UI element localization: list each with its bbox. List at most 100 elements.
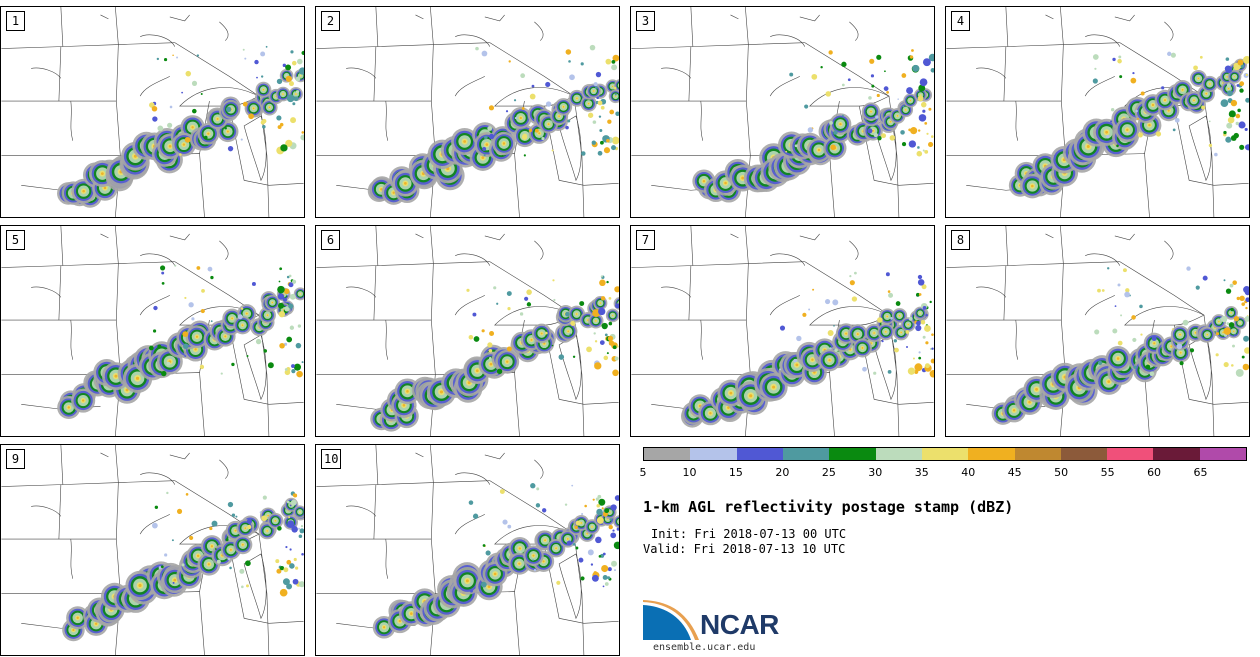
reflectivity-cell [532, 559, 534, 562]
reflectivity-cell [587, 319, 589, 321]
reflectivity-cell [869, 58, 875, 64]
boundary-line [316, 42, 490, 49]
reflectivity-cell [507, 524, 512, 529]
reflectivity-cell [824, 299, 831, 305]
reflectivity-cell [296, 370, 303, 378]
reflectivity-cell [241, 543, 244, 546]
reflectivity-cell [889, 135, 896, 141]
boundary-line [139, 295, 170, 316]
reflectivity-cell [241, 324, 244, 326]
map-7 [631, 226, 934, 436]
reflectivity-cell [833, 325, 835, 327]
reflectivity-cell [488, 357, 492, 360]
reflectivity-cell [404, 182, 407, 185]
reflectivity-cell [291, 364, 295, 368]
boundary-line [228, 324, 304, 405]
reflectivity-cell [829, 347, 832, 350]
reflectivity-cell [1117, 58, 1122, 64]
reflectivity-cell [280, 144, 288, 152]
colorbar [643, 447, 1247, 461]
reflectivity-cell [575, 313, 578, 315]
reflectivity-cell [607, 576, 611, 580]
boundary-line [543, 543, 619, 624]
reflectivity-cell [812, 288, 815, 291]
boundary-line [700, 101, 704, 141]
member-label-10: 10 [321, 449, 342, 469]
reflectivity-cell [235, 515, 238, 518]
reflectivity-cell [240, 138, 243, 141]
reflectivity-cell [276, 568, 282, 574]
boundary-line [631, 261, 805, 268]
reflectivity-cell [480, 581, 487, 588]
boundary-line [1005, 7, 1009, 47]
reflectivity-cell [924, 325, 931, 332]
reflectivity-cell [482, 146, 487, 151]
reflectivity-cell [247, 524, 252, 530]
boundary-line [631, 42, 805, 49]
reflectivity-cell [465, 579, 469, 583]
member-label-7: 7 [636, 230, 655, 250]
boundary-line [169, 14, 190, 22]
reflectivity-cell [572, 355, 576, 358]
reflectivity-cell [556, 580, 561, 585]
map-3 [631, 7, 934, 217]
reflectivity-cell [1215, 353, 1219, 357]
reflectivity-cell [191, 126, 194, 129]
ncar-logo-text: NCAR [700, 609, 779, 640]
boundary-line [1119, 261, 1205, 316]
init-time: Init: Fri 2018-07-13 00 UTC [651, 527, 847, 541]
reflectivity-cell [605, 58, 612, 65]
boundary-line [346, 505, 377, 517]
reflectivity-cell [870, 110, 872, 113]
reflectivity-cell [82, 189, 85, 193]
boundary-line [139, 34, 176, 47]
reflectivity-cell [534, 128, 539, 133]
reflectivity-cell [608, 524, 613, 530]
reflectivity-cell [595, 71, 602, 78]
reflectivity-cell [1110, 108, 1115, 112]
reflectivity-cell [1222, 331, 1224, 333]
reflectivity-cell [789, 72, 794, 77]
reflectivity-cell [201, 289, 205, 293]
reflectivity-cell [1176, 343, 1183, 350]
colorbar-tick: 30 [868, 466, 883, 479]
colorbar-segment [1014, 448, 1061, 460]
reflectivity-cell [603, 355, 609, 361]
reflectivity-cell [185, 493, 189, 496]
reflectivity-cell [871, 84, 875, 88]
reflectivity-cell [709, 412, 712, 415]
reflectivity-cell [918, 114, 927, 122]
reflectivity-cell [598, 307, 606, 316]
reflectivity-cell [267, 362, 274, 369]
reflectivity-cell [499, 489, 505, 495]
reflectivity-cell [1137, 132, 1143, 138]
boundary-line [1188, 334, 1212, 401]
reflectivity-cell [551, 344, 554, 347]
reflectivity-cell [229, 566, 232, 570]
reflectivity-cell [1195, 285, 1200, 290]
reflectivity-cell [496, 302, 499, 305]
reflectivity-cell [1232, 344, 1235, 348]
reflectivity-cell [266, 314, 269, 316]
reflectivity-cell [246, 354, 249, 357]
reflectivity-cell [161, 281, 165, 285]
boundary-line [849, 21, 859, 41]
reflectivity-cell [887, 290, 891, 293]
reflectivity-cell [502, 519, 508, 525]
boundary-line [543, 324, 619, 405]
reflectivity-cell [921, 284, 927, 290]
reflectivity-cell [917, 274, 923, 280]
reflectivity-cell [518, 547, 521, 550]
reflectivity-cell [1153, 342, 1156, 345]
reflectivity-cell [1135, 109, 1138, 113]
reflectivity-cell [603, 147, 611, 154]
reflectivity-cell [262, 124, 266, 129]
reflectivity-cell [229, 548, 232, 551]
reflectivity-cell [545, 101, 552, 107]
reflectivity-cell [615, 95, 617, 97]
reflectivity-cell [868, 96, 872, 100]
reflectivity-cell [1230, 99, 1238, 107]
reflectivity-cell [265, 45, 268, 48]
reflectivity-cell [523, 154, 526, 157]
reflectivity-cell [473, 336, 480, 342]
